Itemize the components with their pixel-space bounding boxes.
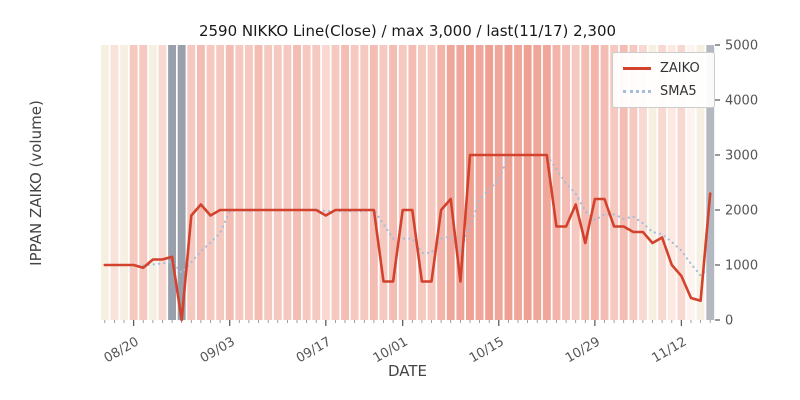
day-band xyxy=(235,45,244,320)
x-axis-label: DATE xyxy=(387,362,428,380)
day-band xyxy=(389,45,397,320)
y-tick-label: 0 xyxy=(725,314,733,329)
day-band xyxy=(687,45,695,320)
day-band xyxy=(312,45,321,320)
day-band xyxy=(264,45,273,320)
y-tick-label: 2000 xyxy=(725,204,758,219)
legend-item-sma5: SMA5 xyxy=(623,84,700,99)
day-band xyxy=(293,45,301,320)
x-tick-label: 09/17 xyxy=(294,334,334,366)
day-band xyxy=(360,45,369,320)
legend: ZAIKO SMA5 xyxy=(612,52,715,108)
day-band xyxy=(206,45,215,320)
day-band xyxy=(331,45,340,320)
day-band xyxy=(552,45,561,320)
day-band xyxy=(629,45,638,320)
day-band xyxy=(139,45,148,320)
day-band xyxy=(129,45,138,320)
day-band xyxy=(148,45,157,320)
day-band xyxy=(254,45,263,320)
x-tick-label: 08/20 xyxy=(102,334,142,366)
zaiko-line xyxy=(103,153,712,322)
x-tick-label: 10/29 xyxy=(563,334,603,366)
y-tick-label: 4000 xyxy=(725,94,758,109)
day-band xyxy=(418,45,426,320)
y-tick-label: 3000 xyxy=(725,149,758,164)
day-band xyxy=(475,45,484,320)
day-band xyxy=(177,45,186,320)
day-band xyxy=(408,45,417,320)
day-band xyxy=(100,45,109,320)
day-band xyxy=(341,45,349,320)
day-band xyxy=(590,45,599,320)
day-band xyxy=(398,45,407,320)
day-band xyxy=(273,45,282,320)
day-band xyxy=(302,45,311,320)
day-band xyxy=(283,45,292,320)
legend-label-sma5: SMA5 xyxy=(660,84,697,99)
day-band xyxy=(197,45,205,320)
day-band xyxy=(504,45,513,320)
x-tick-label: 10/01 xyxy=(371,334,411,366)
day-band xyxy=(485,45,494,320)
day-band xyxy=(706,45,715,320)
day-band xyxy=(610,45,619,320)
day-band xyxy=(437,45,446,320)
y-tick-label: 5000 xyxy=(725,39,758,54)
day-band xyxy=(667,45,676,320)
legend-item-zaiko: ZAIKO xyxy=(623,61,700,76)
day-band xyxy=(446,45,455,320)
zaiko-line-sample xyxy=(623,67,651,70)
legend-label-zaiko: ZAIKO xyxy=(660,61,700,76)
day-band xyxy=(658,45,667,320)
day-band xyxy=(158,45,167,320)
day-band xyxy=(379,45,388,320)
x-tick-label: 10/15 xyxy=(467,334,507,366)
day-band xyxy=(533,45,542,320)
day-band xyxy=(168,45,176,320)
day-band xyxy=(369,45,378,320)
day-band xyxy=(523,45,532,320)
day-band xyxy=(216,45,225,320)
day-band xyxy=(619,45,628,320)
day-band xyxy=(639,45,647,320)
day-band xyxy=(494,45,503,320)
chart-title: 2590 NIKKO Line(Close) / max 3,000 / las… xyxy=(198,22,617,40)
day-band xyxy=(648,45,657,320)
day-band xyxy=(120,45,128,320)
day-band xyxy=(571,45,580,320)
day-band xyxy=(225,45,234,320)
x-tick-label: 11/12 xyxy=(649,334,689,366)
day-band xyxy=(542,45,551,320)
sma5-line-sample xyxy=(623,90,651,93)
x-tick-label: 09/03 xyxy=(198,334,238,366)
day-band xyxy=(600,45,609,320)
day-band xyxy=(514,45,522,320)
day-band xyxy=(456,45,465,320)
day-band xyxy=(110,45,119,320)
day-band xyxy=(321,45,330,320)
day-band xyxy=(187,45,196,320)
day-band xyxy=(581,45,590,320)
day-band xyxy=(677,45,686,320)
day-band xyxy=(696,45,705,320)
day-band xyxy=(466,45,474,320)
y-tick-label: 1000 xyxy=(725,259,758,274)
day-band xyxy=(350,45,359,320)
day-band xyxy=(427,45,436,320)
day-band xyxy=(245,45,253,320)
